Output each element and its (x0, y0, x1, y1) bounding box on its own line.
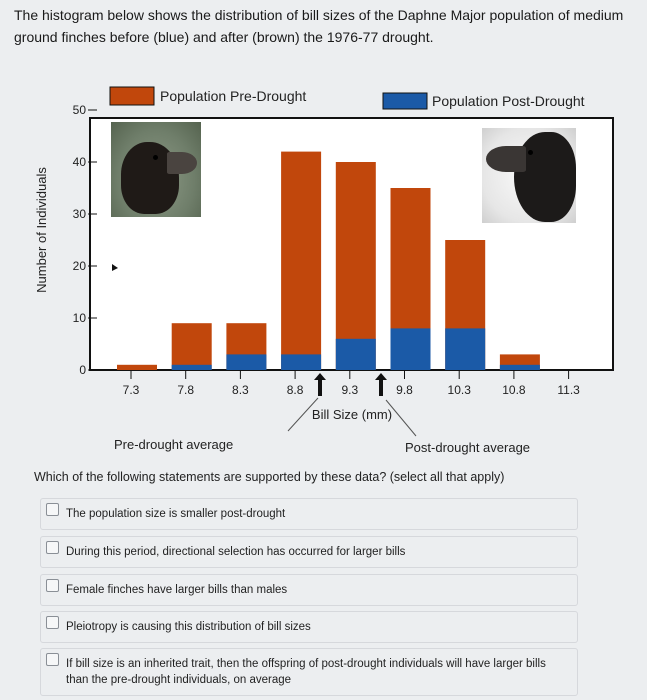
checkbox[interactable] (46, 503, 59, 516)
option-female-larger-bills[interactable]: Female finches have larger bills than ma… (40, 574, 578, 606)
option-label: If bill size is an inherited trait, then… (66, 658, 546, 686)
bar-post-drought (499, 364, 540, 370)
x-tick-label: 10.8 (502, 383, 526, 397)
x-tick-label: 7.3 (123, 383, 140, 397)
option-directional-selection[interactable]: During this period, directional selectio… (40, 536, 578, 568)
bar-pre-drought (171, 323, 212, 370)
y-tick-label: 30 (73, 207, 87, 221)
y-tick-label: 20 (73, 259, 87, 273)
bar-post-drought (226, 354, 267, 370)
finch-photo-right (482, 128, 576, 223)
x-tick-label: 10.3 (448, 383, 472, 397)
x-tick-label: 9.8 (396, 383, 413, 397)
y-axis: 0 10 20 30 40 50 (73, 103, 97, 377)
bars-group (117, 151, 540, 370)
checkbox[interactable] (46, 653, 59, 666)
post-average-arrow (375, 373, 417, 437)
checkbox[interactable] (46, 616, 59, 629)
option-population-smaller[interactable]: The population size is smaller post-drou… (40, 498, 578, 530)
checkbox[interactable] (46, 541, 59, 554)
x-tick-label: 7.8 (177, 383, 194, 397)
legend-label-pre: Population Pre-Drought (160, 88, 306, 104)
y-tick-label: 50 (73, 103, 87, 117)
y-axis-label: Number of Individuals (34, 167, 49, 293)
pre-average-arrow (287, 373, 326, 432)
option-pleiotropy[interactable]: Pleiotropy is causing this distribution … (40, 611, 578, 643)
option-label: Female finches have larger bills than ma… (66, 584, 288, 596)
bar-pre-drought (117, 364, 157, 370)
option-label: Pleiotropy is causing this distribution … (66, 621, 311, 633)
x-axis-label: Bill Size (mm) (312, 407, 392, 422)
bar-post-drought (445, 328, 486, 370)
y-tick-label: 0 (79, 363, 86, 377)
bar-post-drought (390, 328, 431, 370)
bar-post-drought (171, 364, 212, 370)
checkbox[interactable] (46, 579, 59, 592)
option-inherited-trait[interactable]: If bill size is an inherited trait, then… (40, 648, 578, 696)
bar-pre-drought (335, 162, 376, 370)
arrow-icon (112, 264, 118, 271)
bar-post-drought (335, 338, 376, 370)
bar-post-drought (281, 354, 322, 370)
intro-text: The histogram below shows the distributi… (14, 7, 624, 45)
x-tick-label: 9.3 (341, 383, 358, 397)
x-tick-label: 11.3 (557, 383, 580, 397)
post-drought-average-label: Post-drought average (405, 440, 531, 455)
y-tick-label: 10 (73, 311, 87, 325)
x-axis: 7.3 7.8 8.3 8.8 9.3 9.8 10.3 10.8 11.3 (123, 370, 580, 397)
option-label: During this period, directional selectio… (66, 546, 406, 558)
legend-swatch-pre (109, 86, 155, 106)
x-tick-label: 8.8 (287, 383, 304, 397)
x-tick-label: 8.3 (232, 383, 249, 397)
legend-swatch-post (382, 92, 428, 110)
pre-drought-average-label: Pre-drought average (114, 437, 234, 452)
legend-label-post: Population Post-Drought (432, 93, 585, 109)
bar-pre-drought (281, 151, 322, 370)
finch-photo-left (111, 122, 201, 217)
option-label: The population size is smaller post-drou… (66, 508, 286, 520)
y-tick-label: 40 (73, 155, 87, 169)
question-text: Which of the following statements are su… (34, 470, 505, 484)
